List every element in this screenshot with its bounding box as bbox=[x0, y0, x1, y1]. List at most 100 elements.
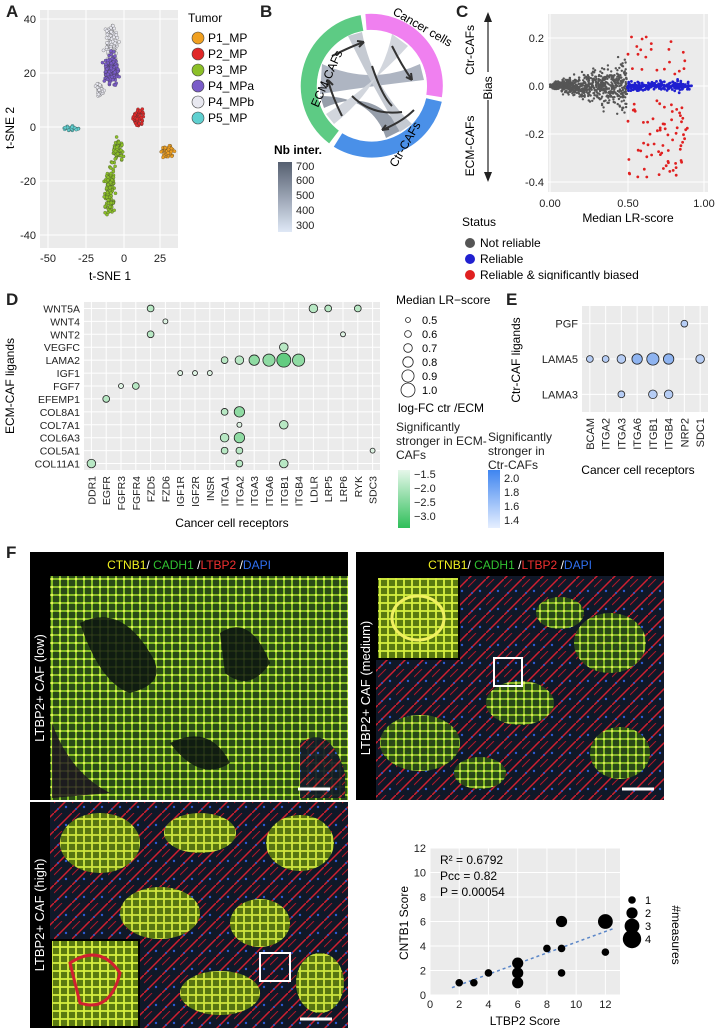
ecm-dot bbox=[220, 356, 229, 364]
scatter-ytick: 12 bbox=[414, 843, 426, 855]
ctr-receptor-labels: BCAM ITGA2 ITGA3 ITGA6 ITGB1 ITGB4 NRP2 SDC1 bbox=[585, 418, 707, 450]
bias-point bbox=[645, 175, 649, 179]
ecm-ligand-label: FGF7 bbox=[53, 381, 80, 393]
tsne-legend-label: P5_MP bbox=[208, 111, 247, 125]
bias-xtick: 0.00 bbox=[539, 198, 560, 210]
tsne-point bbox=[109, 26, 113, 30]
tsne-point bbox=[137, 121, 141, 126]
zoom-box bbox=[259, 952, 291, 982]
bias-point bbox=[634, 84, 638, 88]
bias-point bbox=[627, 158, 631, 161]
chord-arrows bbox=[326, 40, 415, 131]
fit-line bbox=[451, 928, 613, 989]
tsne-point bbox=[105, 190, 110, 195]
tsne-point bbox=[119, 148, 123, 153]
tsne-point bbox=[98, 83, 102, 87]
ctr-legend-label: Significantly stronger in Ctr-CAFs bbox=[488, 430, 553, 472]
scatter-point bbox=[512, 957, 524, 969]
tsne-point bbox=[105, 77, 110, 82]
bias-point bbox=[636, 52, 640, 56]
bias-point bbox=[590, 72, 593, 75]
bias-point bbox=[683, 137, 686, 141]
chord-legend-tick: 400 bbox=[296, 205, 314, 217]
bias-point bbox=[673, 72, 677, 76]
bias-point bbox=[674, 173, 678, 177]
scatter-annotation: Pcc = 0.82 bbox=[440, 869, 497, 883]
bias-point bbox=[607, 87, 611, 90]
tsne-legend-swatch bbox=[191, 79, 205, 93]
ecm-receptor-label: ITGA6 bbox=[264, 476, 276, 507]
bias-point bbox=[616, 89, 620, 93]
tsne-point bbox=[108, 185, 112, 190]
tsne-point bbox=[104, 36, 109, 40]
bias-point bbox=[686, 87, 689, 91]
ecm-receptor-label: LRP5 bbox=[323, 476, 335, 502]
ctr-dot bbox=[586, 355, 594, 363]
lr-size-label: 0.7 bbox=[422, 343, 437, 355]
bias-point bbox=[676, 78, 679, 81]
bias-point bbox=[602, 88, 606, 91]
bias-ylabel-bottom: ECM-CAFs bbox=[463, 116, 477, 177]
bias-point bbox=[663, 127, 667, 131]
bias-point bbox=[661, 122, 665, 126]
bias-point bbox=[683, 83, 687, 87]
bias-point bbox=[578, 85, 582, 88]
bias-point bbox=[646, 120, 649, 124]
bias-point bbox=[648, 85, 652, 89]
ecm-dot bbox=[276, 352, 292, 368]
ecm-receptor-label: RYK bbox=[353, 476, 365, 497]
bias-point bbox=[630, 35, 633, 39]
scatter-ytick: 10 bbox=[414, 868, 426, 880]
bias-xlabel: Median LR-score bbox=[582, 211, 674, 225]
bias-point bbox=[572, 79, 575, 83]
bias-point bbox=[596, 92, 599, 95]
bias-point bbox=[590, 88, 593, 92]
bias-point bbox=[632, 102, 636, 106]
stain-label: CTNB1/ CADH1 /LTBP2 /DAPI bbox=[107, 558, 271, 572]
bias-point bbox=[560, 90, 564, 93]
bias-point bbox=[561, 93, 565, 96]
bias-point bbox=[573, 87, 576, 90]
bias-point bbox=[622, 95, 625, 98]
bias-point bbox=[619, 84, 622, 87]
bias-point bbox=[649, 48, 653, 51]
tsne-point bbox=[106, 198, 111, 202]
ecm-dot bbox=[233, 432, 245, 444]
bias-point bbox=[667, 161, 670, 165]
bias-point bbox=[605, 86, 608, 89]
bias-point bbox=[622, 99, 626, 102]
scatter-size-swatch bbox=[628, 896, 636, 904]
ctr-legend-bar bbox=[488, 470, 500, 528]
bias-point bbox=[591, 79, 594, 82]
tsne-point bbox=[103, 69, 108, 74]
ecm-dot bbox=[248, 354, 260, 366]
bias-point bbox=[659, 79, 662, 83]
tsne-point bbox=[138, 109, 142, 113]
tsne-point bbox=[108, 180, 113, 185]
bias-point bbox=[592, 97, 596, 100]
bias-point bbox=[621, 65, 625, 68]
stain-header bbox=[30, 552, 348, 576]
bias-point bbox=[679, 79, 683, 83]
bias-point bbox=[599, 75, 603, 78]
bias-point bbox=[607, 96, 610, 99]
bias-point bbox=[639, 88, 643, 91]
bias-point bbox=[619, 74, 622, 77]
bias-point bbox=[565, 89, 568, 92]
bias-point bbox=[645, 86, 649, 90]
tsne-legend-swatch bbox=[191, 31, 205, 45]
bias-point bbox=[686, 80, 690, 84]
scatter-xtick: 6 bbox=[515, 999, 521, 1011]
bias-point bbox=[573, 78, 577, 82]
scatter-ylabel: CNTB1 Score bbox=[397, 886, 411, 960]
bias-point bbox=[595, 94, 598, 97]
bias-point bbox=[623, 58, 626, 61]
ecm-ligand-label: WNT5A bbox=[43, 303, 80, 315]
bias-point bbox=[650, 153, 653, 157]
chord-diagram: ECM-CAFs Cancer cells Ctr-CAFs Nb inter.… bbox=[274, 4, 455, 232]
tsne-legend-label: P4_MPb bbox=[208, 95, 254, 109]
if-side-label: LTBP2+ CAF (low) bbox=[32, 634, 47, 742]
bias-point bbox=[600, 103, 604, 107]
tsne-point bbox=[106, 49, 110, 54]
bias-point bbox=[568, 88, 572, 91]
